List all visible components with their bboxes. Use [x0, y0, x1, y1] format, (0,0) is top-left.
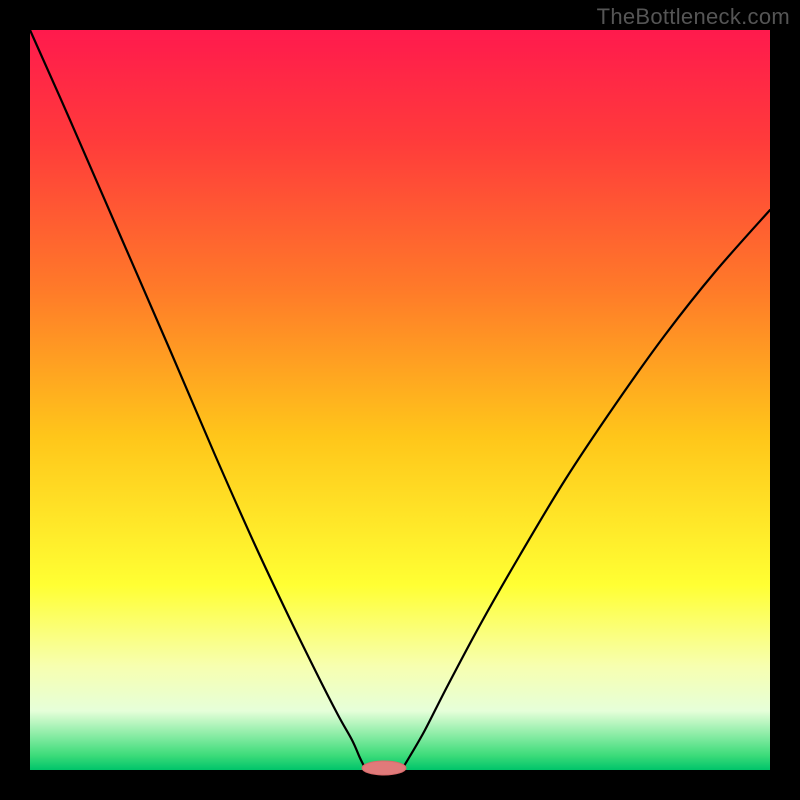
bottleneck-curve-chart — [0, 0, 800, 800]
watermark-text: TheBottleneck.com — [597, 4, 790, 30]
plot-area — [30, 30, 770, 770]
chart-container: TheBottleneck.com — [0, 0, 800, 800]
bottleneck-marker — [362, 761, 406, 775]
